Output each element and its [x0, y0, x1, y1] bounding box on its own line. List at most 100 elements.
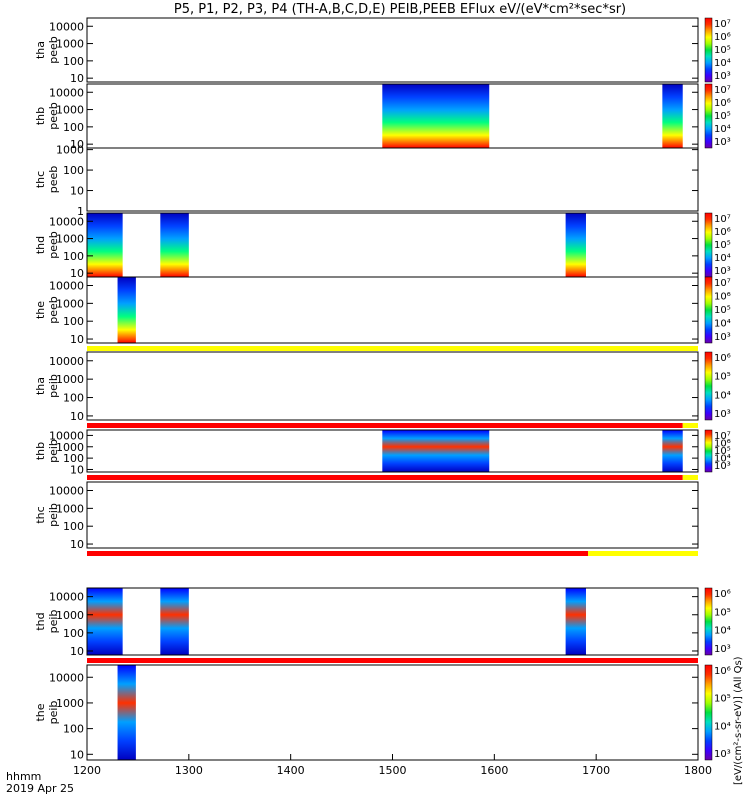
- panel-label-product: peib: [47, 503, 60, 527]
- spectrogram-segment: [160, 213, 189, 277]
- spectrogram-segment: [662, 84, 683, 148]
- colorbar-tick-label: 10⁵: [714, 372, 731, 383]
- y-tick-label: 100: [63, 627, 84, 640]
- status-bar: [87, 551, 589, 556]
- y-tick-label: 1000: [56, 38, 84, 51]
- colorbar-tick-label: 10⁷: [714, 278, 731, 289]
- colorbar-tick-label: 10⁴: [714, 319, 731, 330]
- y-tick-label: 10000: [49, 280, 84, 293]
- spectrogram-segment: [565, 213, 586, 277]
- y-tick-label: 10: [70, 748, 84, 761]
- y-tick-label: 1000: [56, 502, 84, 515]
- y-tick-label: 10: [70, 185, 84, 198]
- y-tick-label: 10000: [49, 591, 84, 604]
- status-bar-tail: [682, 475, 698, 480]
- panel-thb-peeb: 10000 1000 100 10 thb peeb 10⁷ 10⁶ 10⁵ 10⁴ 10³: [34, 83, 731, 151]
- colorbar-tick-label: 10⁷: [714, 85, 731, 96]
- panel-label-product: peib: [47, 701, 60, 725]
- colorbar-tick-label: 10⁷: [714, 214, 731, 225]
- y-tick-label: 10000: [49, 355, 84, 368]
- y-tick-label: 10000: [49, 429, 84, 442]
- colorbar-tick-label: 10⁷: [714, 19, 731, 30]
- panel-label-product: peib: [47, 439, 60, 463]
- spectrogram-segment: [382, 430, 490, 472]
- panel-label-product: peeb: [47, 166, 60, 194]
- y-tick-label: 10: [70, 333, 84, 346]
- x-tick-label: 1200: [73, 764, 101, 777]
- y-tick-label: 100: [63, 315, 84, 328]
- colorbar-tick-label: 10³: [714, 332, 731, 343]
- panel-label-product: peib: [47, 374, 60, 398]
- panel-frame: [86, 17, 699, 83]
- y-tick-label: 1000: [56, 233, 84, 246]
- y-tick-label: 100: [63, 392, 84, 405]
- status-bars-group: [87, 346, 698, 663]
- colorbar-tick-label: 10³: [714, 266, 731, 277]
- panel-label-probe: tha: [34, 41, 47, 59]
- colorbar-tick-label: 10⁶: [714, 589, 731, 600]
- panel-the-peib: 10000 1000 100 10 the peib 10⁶ 10⁵ 10⁴ 10³: [34, 664, 731, 761]
- colorbar: [704, 351, 713, 421]
- panel-the-peeb: 10000 1000 100 10 the peeb 10⁷ 10⁶ 10⁵ 10⁴ 10³: [34, 276, 731, 346]
- x-tick-label: 1500: [379, 764, 407, 777]
- colorbar-tick-label: 10³: [714, 461, 731, 472]
- status-bar-tail: [682, 423, 698, 428]
- colorbar-tick-label: 10⁵: [714, 111, 731, 122]
- colorbar-tick-label: 10⁵: [714, 305, 731, 316]
- y-tick-label: 10000: [49, 485, 84, 498]
- panel-label-probe: the: [34, 301, 47, 319]
- y-tick-label: 10: [70, 538, 84, 551]
- spectrogram-segment: [565, 588, 586, 655]
- panel-thd-peeb: 10000 1000 100 10 thd peeb 10⁷ 10⁶ 10⁵ 10⁴ 10³: [34, 212, 731, 280]
- panel-label-product: peib: [47, 610, 60, 634]
- y-tick-label: 10: [70, 463, 84, 476]
- colorbar: [704, 212, 713, 278]
- panel-frame: [86, 351, 699, 421]
- panel-label-product: peeb: [47, 231, 60, 259]
- colorbar-tick-label: 10⁵: [714, 446, 731, 457]
- colorbar-tick-label: 10⁴: [714, 58, 731, 69]
- colorbar: [704, 587, 713, 656]
- y-tick-label: 1000: [56, 441, 84, 454]
- colorbar-tick-label: 10³: [714, 644, 731, 655]
- y-tick-label: 10: [70, 645, 84, 658]
- y-tick-label: 10000: [49, 20, 84, 33]
- y-tick-label: 1000: [56, 373, 84, 386]
- colorbar-tick-label: 10⁶: [714, 227, 731, 238]
- y-tick-label: 10: [70, 138, 84, 151]
- y-tick-label: 10000: [49, 671, 84, 684]
- y-tick-label: 100: [63, 723, 84, 736]
- colorbar-tick-label: 10⁴: [714, 454, 731, 465]
- y-tick-label: 1000: [56, 297, 84, 310]
- colorbar-tick-label: 10⁶: [714, 353, 731, 364]
- colorbar-tick-label: 10⁵: [714, 45, 731, 56]
- spectrogram-segment: [662, 430, 683, 472]
- status-bar: [87, 423, 683, 428]
- panel-label-probe: thd: [34, 236, 47, 254]
- panel-label-product: peeb: [47, 36, 60, 64]
- status-bar-tail: [588, 551, 698, 556]
- y-tick-label: 1000: [56, 609, 84, 622]
- y-tick-label: 100: [63, 55, 84, 68]
- y-tick-label: 100: [63, 121, 84, 134]
- panel-thd-peib: 10000 1000 100 10 thd peib 10⁶ 10⁵ 10⁴ 10³: [34, 587, 731, 658]
- x-tick-label: 1300: [175, 764, 203, 777]
- panel-thc-peib: 10000 1000 100 10 thc peib: [34, 481, 699, 551]
- colorbar-tick-label: 10⁵: [714, 240, 731, 251]
- colorbar-tick-label: 10⁴: [714, 253, 731, 264]
- status-bar: [87, 658, 698, 663]
- panel-label-probe: thc: [34, 171, 47, 188]
- colorbar: [704, 276, 713, 344]
- colorbar: [704, 83, 713, 149]
- colorbar: [704, 429, 713, 473]
- panel-frame: [86, 276, 699, 344]
- x-axis-label-hhmm: hhmm: [6, 770, 41, 783]
- x-tick-label: 1600: [480, 764, 508, 777]
- colorbar-tick-label: 10⁶: [714, 98, 731, 109]
- panel-label-probe: thb: [34, 442, 47, 460]
- y-tick-label: 10: [70, 267, 84, 280]
- panel-label-probe: thb: [34, 107, 47, 125]
- colorbar-tick-label: 10⁶: [714, 32, 731, 43]
- colorbar-tick-label: 10⁴: [714, 124, 731, 135]
